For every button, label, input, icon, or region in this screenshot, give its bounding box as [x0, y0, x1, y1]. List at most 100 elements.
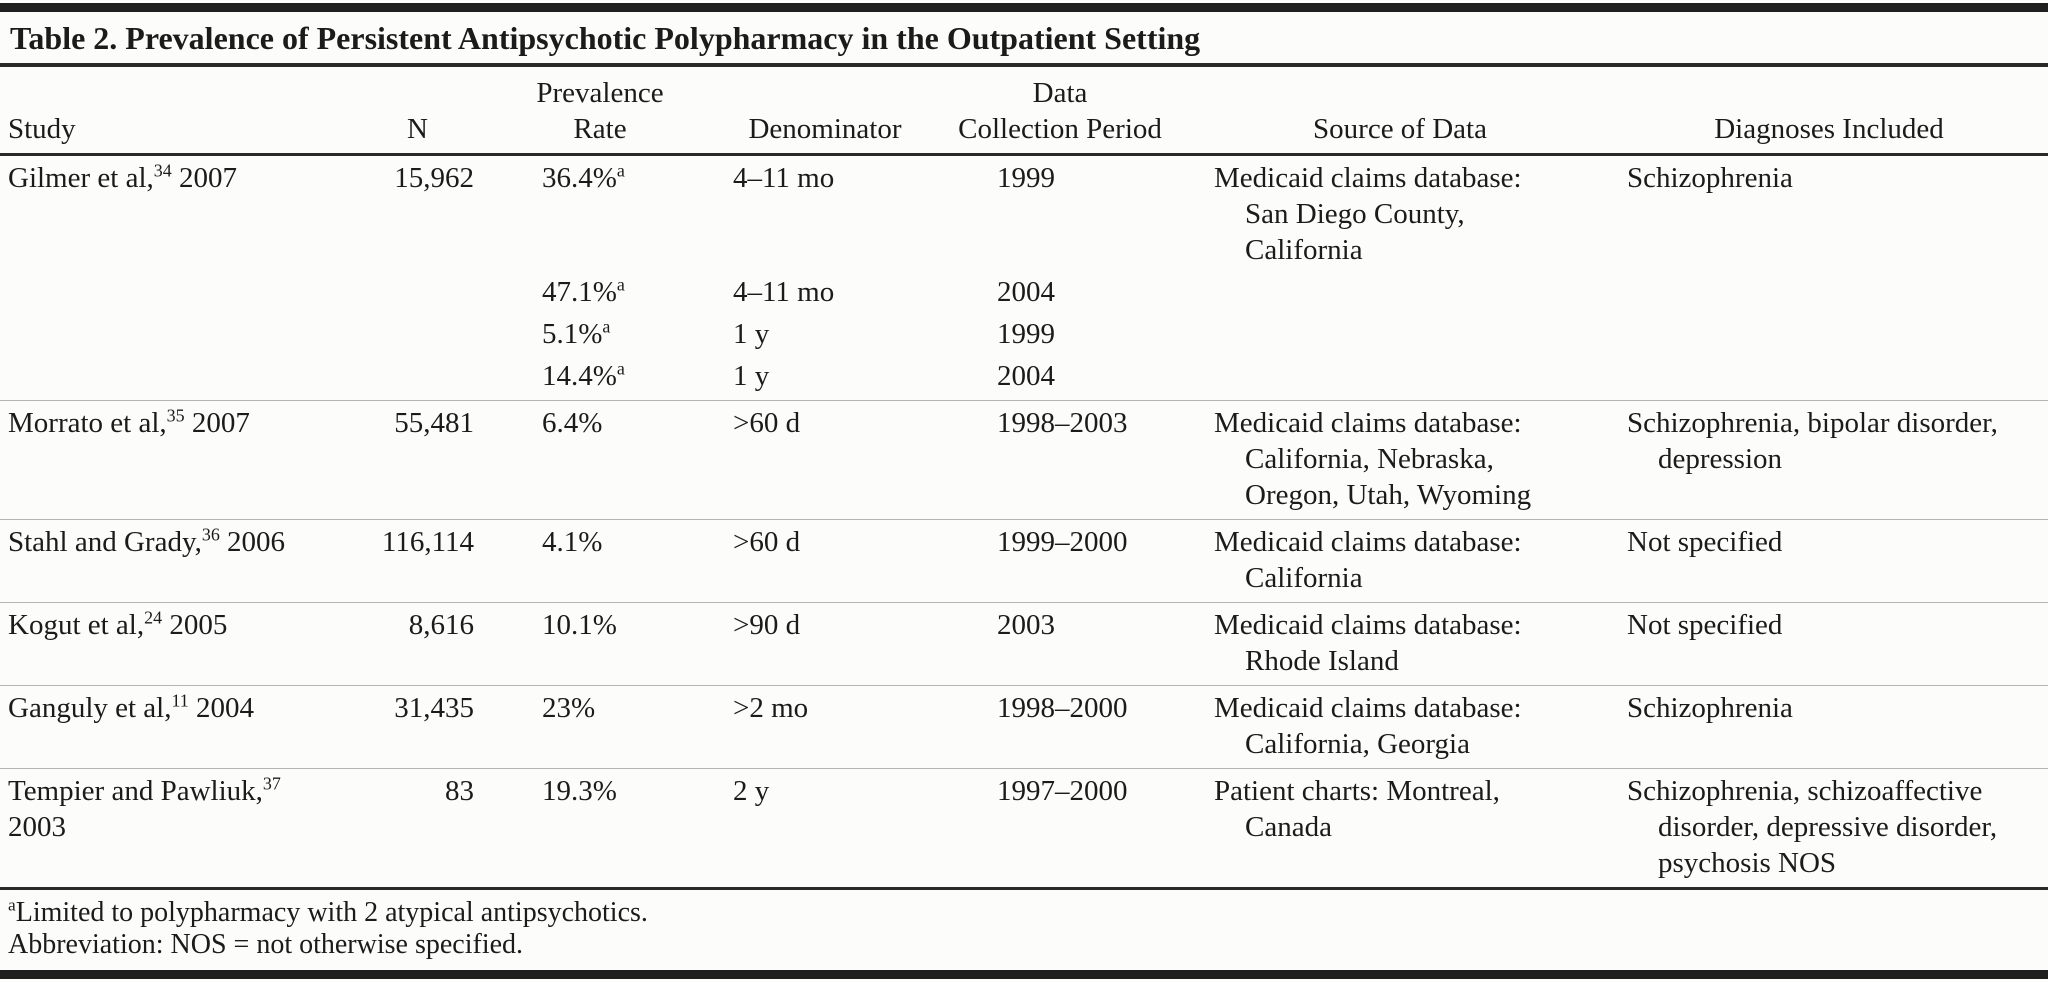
reference-superscript: 37 [262, 773, 281, 794]
study-year: 2005 [162, 609, 228, 641]
table-row-group-morrato: Morrato et al,35 2007 55,481 6.4% >60 d … [0, 400, 2048, 519]
denominator-cell: >90 d [733, 609, 801, 641]
reference-superscript: 34 [153, 160, 172, 181]
diagnoses-cell: Schizophrenia, schizoaffective disorder, … [1627, 775, 1998, 879]
collection-period-cell: 1997–2000 [997, 775, 1128, 807]
footnote-a: aLimited to polypharmacy with 2 atypical… [8, 895, 2048, 929]
empty-cell [1610, 274, 2048, 310]
title-underline-rule [0, 63, 2048, 67]
study-name: Gilmer et al, [8, 162, 154, 194]
study-year-wrapped: 2003 [8, 811, 66, 843]
footnote-a-marker: a [8, 895, 16, 915]
table-row-group-tempier: Tempier and Pawliuk,37 2003 83 19.3% 2 y… [0, 768, 2048, 887]
collection-period-cell: 2004 [997, 276, 1055, 308]
footnote-a-superscript: a [602, 316, 611, 337]
column-header-denominator: Denominator [720, 75, 930, 147]
prevalence-rate-cell: 23% [542, 692, 596, 724]
table-row: Tempier and Pawliuk,37 2003 83 19.3% 2 y… [0, 773, 2048, 881]
diagnoses-cell: Schizophrenia [1627, 162, 1793, 194]
diagnoses-cell: Not specified [1627, 609, 1783, 641]
prevalence-rate-cell: 10.1% [542, 609, 617, 641]
reference-superscript: 36 [201, 524, 220, 545]
denominator-cell: 4–11 mo [733, 162, 835, 194]
denominator-cell: >2 mo [733, 692, 809, 724]
footnote-a-superscript: a [616, 160, 625, 181]
study-name: Stahl and Grady, [8, 526, 202, 558]
denominator-cell: 1 y [733, 360, 770, 392]
empty-cell [355, 274, 480, 310]
study-cell: Tempier and Pawliuk,37 2003 [0, 773, 355, 881]
footnote-abbreviation: Abbreviation: NOS = not otherwise specif… [8, 929, 524, 960]
table-row: Ganguly et al,11 2004 31,435 23% >2 mo 1… [0, 690, 2048, 762]
study-cell: Stahl and Grady,36 2006 [0, 524, 355, 596]
collection-period-cell: 2004 [997, 360, 1055, 392]
reference-superscript: 11 [171, 690, 189, 711]
study-name: Morrato et al, [8, 407, 167, 439]
table-row: Gilmer et al,34 2007 15,962 36.4%a 4–11 … [0, 160, 2048, 268]
n-cell: 15,962 [394, 162, 474, 194]
study-year: 2006 [219, 526, 286, 558]
table-subrow: 47.1%a 4–11 mo 2004 [0, 274, 2048, 310]
source-of-data-cell: Medicaid claims database: California [1214, 526, 1522, 594]
study-cell: Gilmer et al,34 2007 [0, 160, 355, 268]
denominator-cell: >60 d [733, 407, 801, 439]
prevalence-rate-cell: 36.4%a [542, 160, 625, 194]
column-header-prevalence-line2: Rate [573, 113, 627, 145]
prevalence-rate-cell: 19.3% [542, 775, 617, 807]
study-cell: Ganguly et al,11 2004 [0, 690, 355, 762]
reference-superscript: 35 [166, 405, 185, 426]
table-footnotes: aLimited to polypharmacy with 2 atypical… [0, 890, 2048, 963]
source-of-data-cell: Medicaid claims database: California, Geo… [1214, 692, 1522, 760]
study-year: 2004 [188, 692, 255, 724]
footnote-a-text: Limited to polypharmacy with 2 atypical … [15, 897, 648, 928]
column-header-source-label: Source of Data [1313, 113, 1487, 145]
reference-superscript: 24 [144, 607, 163, 628]
n-cell: 83 [445, 775, 474, 807]
prevalence-rate-cell: 5.1%a [542, 316, 611, 350]
study-name: Tempier and Pawliuk, [8, 775, 263, 807]
study-cell: Kogut et al,24 2005 [0, 607, 355, 679]
column-header-n-label: N [407, 113, 428, 145]
denominator-cell: >60 d [733, 526, 801, 558]
table-row-group-gilmer: Gilmer et al,34 2007 15,962 36.4%a 4–11 … [0, 156, 2048, 400]
footnote-separator-rule [0, 887, 2048, 890]
table-row: Kogut et al,24 2005 8,616 10.1% >90 d 20… [0, 607, 2048, 679]
prevalence-rate-cell: 47.1%a [542, 274, 625, 308]
source-of-data-cell: Medicaid claims database: San Diego Count… [1214, 162, 1522, 266]
spacer [0, 963, 2048, 970]
empty-cell [1610, 358, 2048, 394]
diagnoses-cell: Not specified [1627, 526, 1783, 558]
n-cell: 55,481 [394, 407, 474, 439]
table-row-group-kogut: Kogut et al,24 2005 8,616 10.1% >90 d 20… [0, 602, 2048, 685]
column-header-study: Study [0, 75, 355, 147]
empty-cell [355, 358, 480, 394]
study-name: Ganguly et al, [8, 692, 172, 724]
denominator-cell: 1 y [733, 318, 770, 350]
footnote-a-superscript: a [616, 358, 625, 379]
diagnoses-cell: Schizophrenia, bipolar disorder, depressi… [1627, 407, 1998, 475]
column-header-study-label: Study [8, 113, 76, 145]
column-header-n: N [355, 75, 480, 147]
empty-cell [0, 274, 355, 310]
column-header-diagnoses-label: Diagnoses Included [1714, 113, 1944, 145]
prevalence-rate-cell: 4.1% [542, 526, 603, 558]
table-header-row: Study N Prevalence Rate Denominator Data… [0, 67, 2048, 156]
collection-period-cell: 2003 [997, 609, 1055, 641]
empty-cell [1190, 316, 1610, 352]
n-cell: 8,616 [408, 609, 474, 641]
column-header-prevalence-rate: Prevalence Rate [480, 75, 720, 147]
table-body: Gilmer et al,34 2007 15,962 36.4%a 4–11 … [0, 156, 2048, 887]
n-cell: 116,114 [381, 526, 474, 558]
bottom-border-rule [0, 970, 2048, 979]
column-header-period-line2: Collection Period [958, 113, 1162, 145]
empty-cell [1190, 358, 1610, 394]
column-header-diagnoses-included: Diagnoses Included [1610, 75, 2048, 147]
collection-period-cell: 1998–2000 [997, 692, 1128, 724]
column-header-period-line1: Data [1032, 77, 1088, 109]
diagnoses-cell: Schizophrenia [1627, 692, 1793, 724]
source-of-data-cell: Medicaid claims database: California, Neb… [1214, 407, 1532, 511]
empty-cell [0, 358, 355, 394]
table-row-group-stahl: Stahl and Grady,36 2006 116,114 4.1% >60… [0, 519, 2048, 602]
denominator-cell: 2 y [733, 775, 770, 807]
table-row: Morrato et al,35 2007 55,481 6.4% >60 d … [0, 405, 2048, 513]
